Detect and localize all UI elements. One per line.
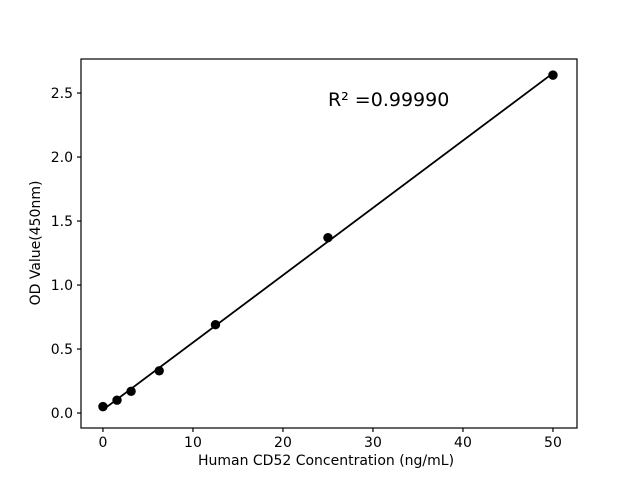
- y-tick-label: 1.5: [51, 214, 73, 230]
- y-tick-label: 0.5: [51, 342, 73, 358]
- x-tick-label: 50: [544, 435, 562, 451]
- y-tick-label: 1.0: [51, 278, 73, 294]
- x-tick-label: 30: [364, 435, 382, 451]
- data-point: [323, 232, 333, 243]
- data-point: [126, 386, 136, 396]
- x-axis-label: Human CD52 Concentration (ng/mL): [198, 453, 454, 469]
- data-point: [112, 395, 122, 405]
- y-tick-label: 2.5: [51, 86, 73, 102]
- data-point: [548, 70, 558, 80]
- x-tick-label: 10: [184, 435, 202, 451]
- data-point: [154, 366, 164, 376]
- data-point: [98, 401, 108, 412]
- y-axis-label: OD Value(450nm): [28, 181, 44, 306]
- plot-area: 0 10 20 30 40 50 0.0 0.5 1.0 1.5 2.0 2.5: [51, 58, 578, 451]
- x-tick-label: 20: [274, 435, 292, 451]
- x-tick-label: 40: [454, 435, 472, 451]
- r-squared-annotation: R² =0.99990: [328, 89, 449, 111]
- data-point: [210, 320, 221, 330]
- axes-spines: [80, 58, 578, 429]
- y-tick-label: 0.0: [51, 406, 73, 422]
- y-tick-label: 2.0: [51, 150, 73, 166]
- x-tick-label: 0: [98, 435, 107, 451]
